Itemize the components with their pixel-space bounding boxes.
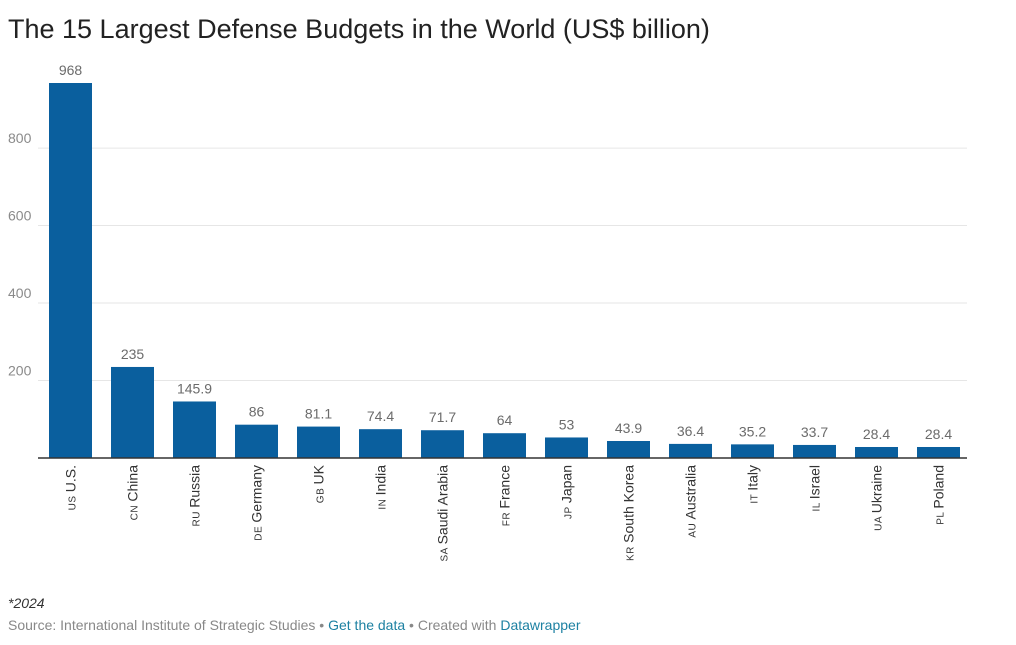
labels: 200 400 600 800 968 US U.S. 235 CN China 145.9 RU… [8, 62, 952, 561]
country-code: PL [936, 509, 947, 525]
bar-south-korea [607, 440, 650, 458]
category-label: DE Germany [249, 465, 265, 541]
category-label: JP Japan [559, 465, 575, 519]
country-name: Japan [559, 465, 575, 503]
gridlines [38, 147, 967, 382]
country-name: UK [311, 464, 327, 484]
value-label: 968 [59, 62, 83, 78]
datawrapper-link[interactable]: Datawrapper [500, 617, 581, 633]
bar-u-s [49, 83, 92, 458]
chart-title: The 15 Largest Defense Budgets in the Wo… [8, 14, 710, 44]
category-label: UA Ukraine [869, 465, 885, 531]
bar-china [111, 366, 154, 458]
separator: • [315, 617, 329, 633]
category-label: AU Australia [683, 465, 699, 538]
category-label: IL Israel [807, 465, 823, 511]
country-code: CN [130, 502, 141, 521]
bar-saudi-arabia [421, 430, 464, 458]
country-name: U.S. [63, 465, 79, 492]
value-label: 43.9 [615, 420, 642, 436]
category-label: SA Saudi Arabia [435, 465, 451, 562]
category-label: RU Russia [187, 465, 203, 527]
country-name: Russia [187, 465, 203, 508]
bar-chart: 200 400 600 800 968 US U.S. 235 CN China 145.9 RU… [8, 62, 967, 561]
value-label: 81.1 [305, 406, 332, 422]
category-label: FR France [497, 465, 513, 526]
country-name: Saudi Arabia [435, 465, 451, 545]
country-code: JP [564, 503, 575, 519]
y-tick-label: 400 [8, 285, 32, 301]
value-label: 33.7 [801, 424, 828, 440]
category-label: US U.S. [63, 465, 79, 510]
country-code: RU [192, 508, 203, 527]
value-label: 235 [121, 346, 145, 362]
chart-footer: Source: International Institute of Strat… [8, 617, 580, 633]
created-with-text: • Created with [405, 617, 501, 633]
country-code: DE [254, 523, 265, 541]
country-code: AU [688, 519, 699, 537]
country-code: IT [750, 491, 761, 504]
source-text: Source: International Institute of Strat… [8, 617, 316, 633]
value-label: 71.7 [429, 409, 456, 425]
country-code: GB [316, 484, 327, 503]
category-label: PL Poland [931, 465, 947, 525]
country-name: South Korea [621, 465, 637, 543]
value-label: 28.4 [863, 426, 890, 442]
y-tick-label: 800 [8, 130, 32, 146]
country-code: IN [378, 495, 389, 509]
country-name: Ukraine [869, 465, 885, 513]
value-label: 53 [559, 416, 575, 432]
bar-ukraine [855, 446, 898, 458]
bar-italy [731, 444, 774, 458]
chart-note: *2024 [8, 595, 45, 611]
value-label: 74.4 [367, 408, 394, 424]
country-name: India [373, 465, 389, 496]
country-name: Poland [931, 465, 947, 509]
value-label: 36.4 [677, 423, 704, 439]
country-name: France [497, 465, 513, 509]
country-code: IL [812, 499, 823, 511]
category-label: CN China [125, 465, 141, 521]
bar-india [359, 429, 402, 458]
get-data-link[interactable]: Get the data [328, 617, 406, 633]
value-label: 145.9 [177, 380, 212, 396]
bars [38, 83, 967, 459]
category-label: IN India [373, 465, 389, 510]
bar-australia [669, 443, 712, 458]
bar-france [483, 433, 526, 458]
value-label: 86 [249, 404, 265, 420]
category-label: GB UK [311, 464, 327, 503]
country-name: Italy [745, 465, 761, 491]
bar-japan [545, 437, 588, 458]
bar-israel [793, 444, 836, 458]
bar-uk [297, 426, 340, 458]
country-name: Germany [249, 465, 265, 523]
value-label: 28.4 [925, 426, 952, 442]
bar-germany [235, 424, 278, 458]
category-label: KR South Korea [621, 465, 637, 561]
country-code: SA [440, 544, 451, 561]
country-name: China [125, 465, 141, 502]
category-label: IT Italy [745, 465, 761, 504]
value-label: 35.2 [739, 423, 766, 439]
country-code: KR [626, 543, 637, 561]
country-name: Australia [683, 465, 699, 520]
y-tick-label: 600 [8, 208, 32, 224]
country-code: FR [502, 509, 513, 527]
country-name: Israel [807, 465, 823, 499]
country-code: US [68, 492, 79, 510]
bar-poland [917, 446, 960, 458]
value-label: 64 [497, 412, 513, 428]
bar-russia [173, 401, 216, 458]
y-tick-label: 200 [8, 363, 32, 379]
country-code: UA [874, 513, 885, 531]
